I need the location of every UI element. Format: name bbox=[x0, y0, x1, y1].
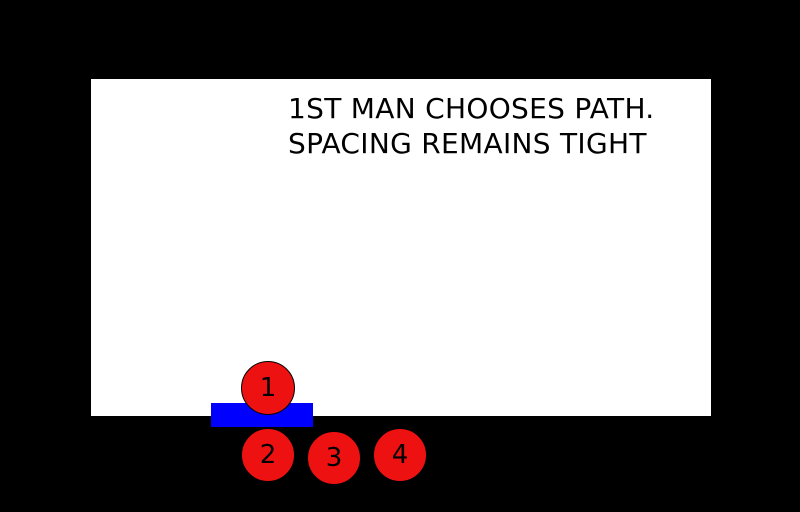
team-member-3: 3 bbox=[307, 431, 361, 485]
team-member-label: 3 bbox=[325, 443, 343, 473]
caption-line-1: 1ST MAN CHOOSES PATH. bbox=[288, 92, 655, 125]
team-member-2: 2 bbox=[241, 428, 295, 482]
team-member-label: 4 bbox=[391, 440, 409, 470]
team-member-label: 1 bbox=[259, 373, 277, 403]
team-member-1: 1 bbox=[241, 361, 295, 415]
team-member-label: 2 bbox=[259, 440, 277, 470]
team-member-4: 4 bbox=[373, 428, 427, 482]
room-area bbox=[91, 79, 711, 416]
caption: 1ST MAN CHOOSES PATH. SPACING REMAINS TI… bbox=[288, 91, 698, 161]
caption-line-2: SPACING REMAINS TIGHT bbox=[288, 127, 647, 160]
